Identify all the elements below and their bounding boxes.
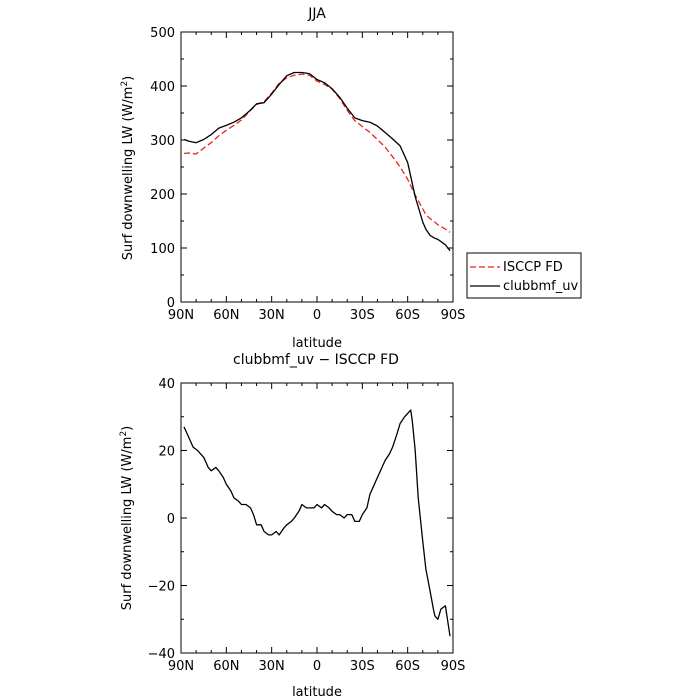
x-tick-label: 30N [259,659,285,674]
y-tick-label: 300 [150,134,175,149]
legend-label-clubbmf-uv: clubbmf_uv [503,279,578,294]
x-tick-label: 30S [350,308,375,323]
x-axis-label: latitude [292,685,342,700]
x-tick-label: 90N [168,659,194,674]
y-axis-label-prefix: Surf downwelling LW (W/m [121,87,136,261]
x-tick-label: 60N [213,308,239,323]
x-axis-label: latitude [292,336,342,351]
panel-jja: JJA 90N 60N 30N 0 30S 60S 90S 0 100 200 300 400 500… [120,6,582,351]
series-line-clubbmf-uv [183,71,451,252]
x-tick-label: 60S [395,659,420,674]
y-tick-label: 0 [167,512,175,527]
x-tick-label: 90S [441,308,466,323]
y-axis-label: Surf downwelling LW (W/m2) [120,76,136,261]
y-axis-label: Surf downwelling LW (W/m2) [119,426,135,611]
x-ticks: 90N 60N 30N 0 30S 60S 90S [168,32,466,323]
y-axis-label-prefix: Surf downwelling LW (W/m [120,437,135,611]
x-tick-label: 60S [395,308,420,323]
y-ticks: −40 −20 0 20 40 [148,377,453,662]
y-axis-label-superscript: 2 [120,81,130,87]
x-tick-label: 30N [259,308,285,323]
x-tick-label: 60N [213,659,239,674]
x-ticks: 90N 60N 30N 0 30S 60S 90S [168,383,466,674]
series-layer [183,71,451,252]
x-tick-label: 90N [168,308,194,323]
y-tick-label: 500 [150,26,175,41]
x-tick-label: 90S [441,659,466,674]
plot-frame [180,31,454,303]
y-tick-label: 20 [158,445,175,460]
series-line-difference [183,409,451,637]
y-ticks: 0 100 200 300 400 500 [150,26,453,311]
y-tick-label: 0 [167,296,175,311]
legend-label-isccp-fd: ISCCP FD [503,260,563,275]
y-tick-label: −20 [148,580,175,595]
legend: ISCCP FD clubbmf_uv [466,252,582,299]
y-tick-label: 40 [158,377,175,392]
x-tick-label: 0 [313,659,321,674]
legend-box [466,252,582,299]
y-axis-label-superscript: 2 [119,431,129,437]
x-tick-label: 30S [350,659,375,674]
y-tick-label: 100 [150,242,175,257]
y-axis-label-suffix: ) [121,76,136,81]
y-tick-label: −40 [148,647,175,662]
panel-difference: clubbmf_uv − ISCCP FD 90N 60N 30N 0 30S 60S 90… [119,352,465,700]
series-line-isccp-fd [183,73,451,233]
y-axis-label-suffix: ) [120,426,135,431]
chart-title: clubbmf_uv − ISCCP FD [233,352,399,368]
x-tick-label: 0 [313,308,321,323]
y-tick-label: 400 [150,80,175,95]
series-layer [183,409,451,637]
y-tick-label: 200 [150,188,175,203]
chart-title: JJA [307,6,326,22]
